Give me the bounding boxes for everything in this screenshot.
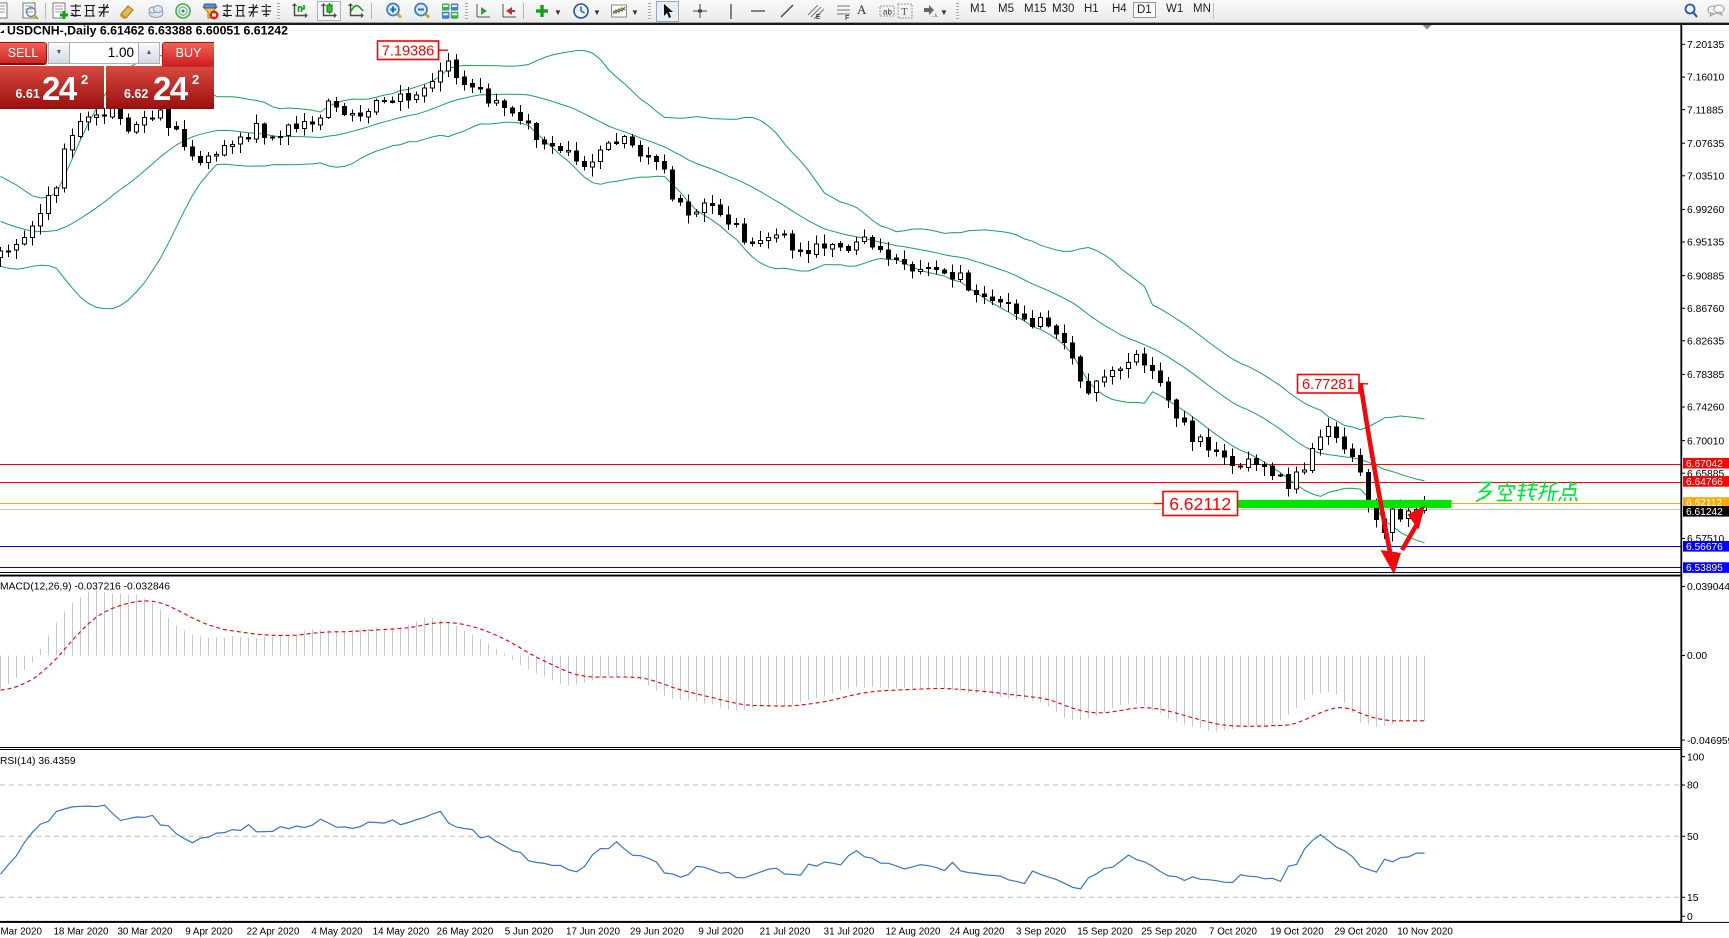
svg-text:30 Mar 2020: 30 Mar 2020	[117, 927, 173, 938]
svg-text:T: T	[901, 6, 908, 18]
svg-text:29 Jun 2020: 29 Jun 2020	[630, 927, 684, 938]
svg-text:USDCNH-,Daily 6.61462 6.63388: USDCNH-,Daily 6.61462 6.63388 6.60051 6.…	[7, 24, 288, 38]
svg-text:6.56676: 6.56676	[1686, 542, 1723, 553]
svg-text:7 Oct 2020: 7 Oct 2020	[1209, 927, 1257, 938]
svg-text:6.62112: 6.62112	[1686, 498, 1722, 509]
svg-text:MACD(12,26,9) -0.037216 -0.032: MACD(12,26,9) -0.037216 -0.032846	[0, 582, 170, 593]
svg-text:7.11885: 7.11885	[1687, 105, 1724, 116]
svg-text:9 Jul 2020: 9 Jul 2020	[698, 927, 744, 938]
svg-text:50: 50	[1687, 832, 1699, 843]
svg-text:6.90885: 6.90885	[1687, 271, 1724, 282]
svg-text:24 Aug 2020: 24 Aug 2020	[949, 927, 1005, 938]
svg-text:14 May 2020: 14 May 2020	[373, 927, 430, 938]
svg-text:3 Sep 2020: 3 Sep 2020	[1016, 927, 1067, 938]
svg-text:5 Jun 2020: 5 Jun 2020	[505, 927, 554, 938]
svg-text:6.99260: 6.99260	[1687, 205, 1724, 216]
svg-text:6.62112: 6.62112	[1169, 494, 1231, 514]
svg-text:0.00: 0.00	[1687, 651, 1707, 662]
svg-text:6.70010: 6.70010	[1687, 436, 1724, 447]
svg-text:100: 100	[1687, 752, 1704, 763]
svg-text:6.57510: 6.57510	[1687, 534, 1724, 545]
svg-text:9 Apr 2020: 9 Apr 2020	[185, 927, 233, 938]
svg-text:18 Mar 2020: 18 Mar 2020	[53, 927, 109, 938]
svg-text:7.07635: 7.07635	[1687, 139, 1724, 150]
svg-text:80: 80	[1687, 781, 1699, 792]
svg-text:6.74260: 6.74260	[1687, 403, 1724, 414]
svg-text:15 Sep 2020: 15 Sep 2020	[1077, 927, 1133, 938]
svg-text:E: E	[816, 14, 821, 21]
svg-text:7.16010: 7.16010	[1687, 73, 1724, 84]
svg-text:0.039044: 0.039044	[1687, 582, 1729, 593]
svg-text:19 Oct 2020: 19 Oct 2020	[1270, 927, 1324, 938]
svg-text:31 Jul 2020: 31 Jul 2020	[824, 927, 875, 938]
svg-text:22 Apr 2020: 22 Apr 2020	[247, 927, 300, 938]
svg-text:6.61242: 6.61242	[1686, 507, 1723, 518]
svg-text:26 May 2020: 26 May 2020	[437, 927, 494, 938]
svg-text:6.67042: 6.67042	[1686, 459, 1723, 470]
svg-text:12 Aug 2020: 12 Aug 2020	[885, 927, 941, 938]
svg-text:25 Sep 2020: 25 Sep 2020	[1141, 927, 1197, 938]
svg-text:6.77281: 6.77281	[1302, 377, 1354, 393]
svg-text:7.19386: 7.19386	[382, 44, 434, 60]
svg-text:17 Jun 2020: 17 Jun 2020	[566, 927, 620, 938]
svg-text:21 Jul 2020: 21 Jul 2020	[760, 927, 811, 938]
svg-text:RSI(14) 36.4359: RSI(14) 36.4359	[0, 756, 76, 767]
svg-text:4 May 2020: 4 May 2020	[311, 927, 363, 938]
svg-text:-0.046959: -0.046959	[1687, 736, 1729, 747]
svg-text:6.65885: 6.65885	[1687, 469, 1724, 480]
svg-text:10 Nov 2020: 10 Nov 2020	[1397, 927, 1453, 938]
svg-text:Mar 2020: Mar 2020	[1, 927, 43, 938]
svg-text:29 Oct 2020: 29 Oct 2020	[1334, 927, 1388, 938]
svg-text:6.64766: 6.64766	[1686, 477, 1723, 488]
svg-text:6.86760: 6.86760	[1687, 304, 1724, 315]
svg-text:6.78385: 6.78385	[1687, 370, 1724, 381]
svg-text:6.53895: 6.53895	[1686, 563, 1723, 574]
svg-text:15: 15	[1687, 893, 1699, 904]
svg-text:7.03510: 7.03510	[1687, 172, 1724, 183]
svg-text:F: F	[845, 15, 849, 21]
svg-text:ab: ab	[883, 8, 892, 17]
svg-text:6.95135: 6.95135	[1687, 238, 1724, 249]
svg-text:6.82635: 6.82635	[1687, 337, 1724, 348]
svg-text:0: 0	[1687, 912, 1693, 923]
svg-text:7.20135: 7.20135	[1687, 40, 1724, 51]
